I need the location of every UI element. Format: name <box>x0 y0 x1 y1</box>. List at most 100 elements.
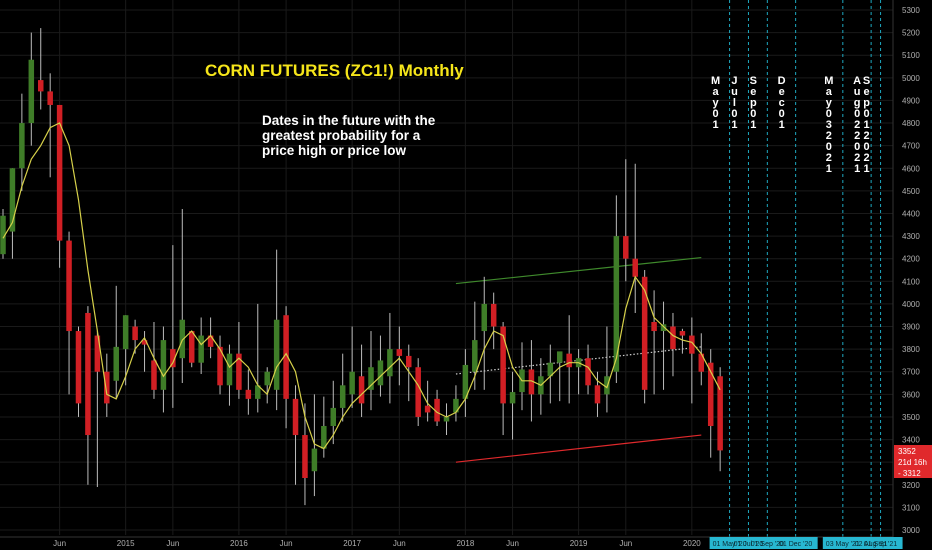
candle-body <box>19 123 25 169</box>
candle-body <box>547 362 554 377</box>
annotation-line: greatest probability for a <box>262 128 421 143</box>
candle-body <box>717 376 723 451</box>
candles <box>0 28 723 506</box>
x-tick-label: Jun <box>280 539 293 548</box>
candle-body <box>75 331 82 404</box>
annotation-line: price high or price low <box>262 143 407 158</box>
candle-body <box>368 367 374 390</box>
x-axis-background <box>0 537 893 550</box>
moving-average-line <box>2 122 721 450</box>
price-tag-background <box>894 456 932 467</box>
y-tick-label: 3100 <box>902 503 920 512</box>
candle-body <box>56 104 63 241</box>
x-tick-label: 2017 <box>343 539 361 548</box>
candle-body <box>311 448 318 472</box>
candle-body <box>104 371 110 404</box>
date-tag-label: 01 May '20 <box>713 541 747 548</box>
y-tick-label: 5300 <box>902 6 920 15</box>
price-tag-label: - 3312 <box>898 469 921 478</box>
candle-body <box>349 371 355 395</box>
x-tick-label: Jun <box>506 539 519 548</box>
candle-body <box>170 349 176 368</box>
candle-body <box>462 364 469 399</box>
candle-body <box>283 315 289 399</box>
price-labels: 3352 21d 16h - 3312 <box>894 445 932 478</box>
candle-body <box>377 360 384 386</box>
date-tag-label: 03 May '21 <box>826 541 860 548</box>
y-tick-label: 3000 <box>902 526 920 535</box>
candle-body <box>443 416 450 422</box>
candle-body <box>679 331 686 336</box>
candle-body <box>387 349 393 377</box>
y-tick-label: 4200 <box>902 255 920 264</box>
candle-body <box>434 398 440 422</box>
x-tick-label: 2015 <box>117 539 135 548</box>
candle-body <box>47 91 53 105</box>
candle-body <box>132 326 138 341</box>
date-tag-label: 01 Dec '20 <box>779 541 812 548</box>
candle-body <box>330 407 337 426</box>
candle-body <box>198 335 204 363</box>
candle-body <box>66 240 72 332</box>
candle-body <box>689 335 695 354</box>
candle-body <box>9 168 16 232</box>
y-tick-label: 5200 <box>902 29 920 38</box>
annotation-text: Dates in the future with the greatest pr… <box>262 113 522 158</box>
trendline <box>455 434 702 463</box>
x-tick-label: Jun <box>619 539 632 548</box>
y-tick-label: 5100 <box>902 51 920 60</box>
y-tick-label: 3600 <box>902 390 920 399</box>
y-tick-label: 4700 <box>902 142 920 151</box>
y-tick-label: 4800 <box>902 119 920 128</box>
candle-body <box>566 353 572 368</box>
y-tick-label: 4300 <box>902 232 920 241</box>
candle-body <box>236 353 242 390</box>
candle-body <box>339 385 346 408</box>
candle-body <box>556 351 563 363</box>
candle-body <box>660 324 667 332</box>
candle-body <box>321 426 327 449</box>
candle-body <box>245 389 252 399</box>
date-tag-background <box>709 537 818 549</box>
candle-body <box>585 358 591 386</box>
candle-body <box>188 331 195 363</box>
y-tick-label: 4500 <box>902 187 920 196</box>
y-tick-label: 4000 <box>902 300 920 309</box>
x-tick-label: 2020 <box>683 539 701 548</box>
y-tick-label: 4100 <box>902 277 920 286</box>
candle-body <box>641 276 648 390</box>
date-tag-label: 01 Sep '21 <box>864 541 897 548</box>
candle-body <box>0 215 6 255</box>
date-tag-label: 02 Aug '21 <box>855 541 888 548</box>
trendline <box>455 256 702 285</box>
candle-body <box>122 315 129 350</box>
candle-body <box>207 335 214 347</box>
candle-body <box>490 303 497 327</box>
candle-body <box>623 236 629 259</box>
candle-body <box>396 349 403 356</box>
y-tick-label: 3900 <box>902 323 920 332</box>
candle-body <box>255 385 261 399</box>
candle-body <box>707 362 714 426</box>
y-tick-label: 3800 <box>902 345 920 354</box>
candle-body <box>509 392 516 404</box>
chart-title: CORN FUTURES (ZC1!) Monthly <box>205 61 464 80</box>
y-tick-label: 4400 <box>902 209 920 218</box>
price-tag-background <box>894 467 932 478</box>
y-tick-label: 3200 <box>902 481 920 490</box>
candle-body <box>28 59 35 124</box>
price-tag-label: 21d 16h <box>898 458 927 467</box>
candle-body <box>424 405 431 413</box>
candle-body <box>594 385 601 404</box>
candle-body <box>179 319 186 359</box>
candle-body <box>604 376 610 395</box>
candle-body <box>94 335 101 372</box>
candle-body <box>113 346 119 381</box>
candle-body <box>273 319 280 390</box>
